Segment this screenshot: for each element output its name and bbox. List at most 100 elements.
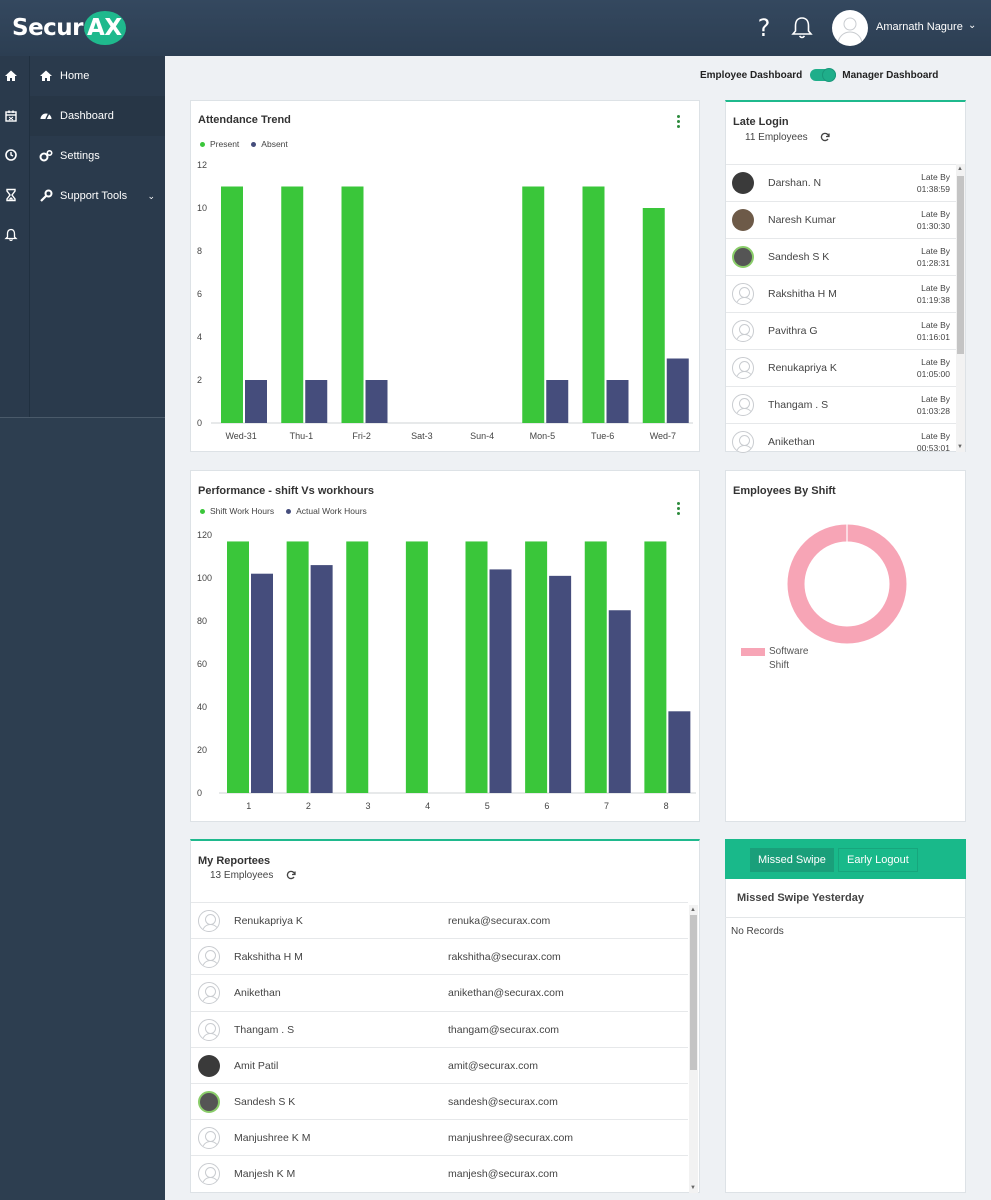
bar-series2[interactable] (310, 565, 333, 793)
table-row[interactable]: Sandesh S K sandesh@securax.com (191, 1083, 688, 1120)
legend-shift-work-hours[interactable]: Shift Work Hours (200, 506, 274, 516)
late-by-label: Late By (921, 394, 950, 404)
dashboard-switch[interactable] (810, 68, 837, 82)
scroll-thumb[interactable] (690, 915, 697, 1070)
late-login-scrollbar[interactable]: ▲ ▼ (956, 164, 965, 452)
bar-series1[interactable] (642, 208, 665, 423)
manager-dashboard-label[interactable]: Manager Dashboard (842, 69, 939, 81)
employee-email[interactable]: anikethan@securax.com (448, 987, 564, 1000)
table-row[interactable]: Manjushree K M manjushree@securax.com (191, 1119, 688, 1156)
list-item[interactable]: Darshan. N Late By 01:38:59 (726, 164, 956, 201)
employee-dashboard-label[interactable]: Employee Dashboard (700, 69, 803, 81)
list-item[interactable]: Rakshitha H M Late By 01:19:38 (726, 275, 956, 312)
bar-series2[interactable] (666, 358, 689, 424)
bar-series1[interactable] (341, 186, 364, 424)
bar-series2[interactable] (606, 380, 629, 423)
bar-series2[interactable] (549, 575, 572, 793)
notification-bell-icon[interactable] (791, 15, 813, 41)
hourglass-icon[interactable] (4, 188, 18, 202)
scroll-thumb[interactable] (957, 176, 964, 354)
bar-series1[interactable] (281, 186, 304, 424)
table-row[interactable]: Anikethan anikethan@securax.com (191, 974, 688, 1011)
bell-icon[interactable] (4, 228, 18, 242)
tab-missed-swipe[interactable]: Missed Swipe (750, 848, 834, 872)
list-item[interactable]: Pavithra G Late By 01:16:01 (726, 312, 956, 349)
list-item[interactable]: Thangam . S Late By 01:03:28 (726, 386, 956, 423)
refresh-icon[interactable] (820, 132, 831, 142)
bar-series1[interactable] (221, 186, 243, 424)
more-options-icon[interactable] (677, 502, 681, 517)
more-options-icon[interactable] (677, 115, 681, 130)
employee-name: Thangam . S (768, 399, 829, 411)
bar-series2[interactable] (245, 380, 267, 423)
list-item[interactable]: Renukapriya K Late By 01:05:00 (726, 349, 956, 386)
user-avatar[interactable] (832, 10, 868, 46)
bar-series2[interactable] (305, 380, 328, 423)
scroll-down-icon[interactable]: ▼ (957, 444, 963, 450)
bar-series2[interactable] (489, 569, 512, 793)
late-by: Late By 01:05:00 (917, 356, 950, 380)
employee-email[interactable]: thangam@securax.com (448, 1023, 560, 1036)
table-row[interactable]: Renukapriya K renuka@securax.com (191, 902, 688, 939)
calendar-icon[interactable] (4, 109, 18, 123)
bar-series1[interactable] (465, 541, 488, 793)
dashboard-toggle[interactable]: Employee Dashboard Manager Dashboard (700, 68, 938, 82)
donut-legend[interactable]: Software Shift (741, 645, 808, 673)
bar-series1[interactable] (522, 186, 545, 424)
reportees-scrollbar[interactable]: ▲ ▼ (689, 905, 698, 1193)
bar-series1[interactable] (644, 541, 667, 793)
donut-slice-software-shift[interactable] (787, 524, 907, 644)
home-icon[interactable] (4, 69, 18, 83)
bar-series1[interactable] (405, 541, 428, 793)
employee-email[interactable]: manjushree@securax.com (448, 1132, 574, 1145)
legend-present[interactable]: Present (200, 139, 239, 149)
late-by-label: Late By (921, 172, 950, 182)
bar-series1[interactable] (582, 186, 605, 424)
bar-series2[interactable] (668, 711, 691, 793)
bar-series1[interactable] (346, 541, 369, 793)
x-tick-label: 1 (246, 801, 251, 811)
bar-series1[interactable] (525, 541, 548, 793)
list-item[interactable]: Sandesh S K Late By 01:28:31 (726, 238, 956, 275)
sidebar-item-dashboard[interactable]: Dashboard (30, 96, 165, 136)
employee-email[interactable]: sandesh@securax.com (448, 1096, 558, 1108)
scroll-up-icon[interactable]: ▲ (690, 907, 696, 913)
list-item[interactable]: Anikethan Late By 00:53:01 (726, 423, 956, 460)
employee-email[interactable]: manjesh@securax.com (448, 1168, 558, 1181)
user-name[interactable]: Amarnath Nagure (876, 21, 963, 33)
table-row[interactable]: Manjesh K M manjesh@securax.com (191, 1155, 688, 1192)
bar-series1[interactable] (227, 541, 249, 793)
employee-email[interactable]: amit@securax.com (448, 1059, 539, 1072)
table-row[interactable]: Thangam . S thangam@securax.com (191, 1010, 688, 1048)
bar-series2[interactable] (251, 573, 273, 793)
attendance-trend-card: Attendance Trend Present Absent 0 2 4 6 8 10 1… (190, 100, 700, 452)
wrench-icon (40, 189, 53, 202)
card-title: My Reportees (198, 855, 271, 867)
legend-absent[interactable]: Absent (251, 139, 288, 149)
sidebar-item-support-tools[interactable]: Support Tools ⌄ (30, 176, 165, 216)
late-by-time: 01:16:01 (916, 332, 950, 342)
legend-actual-work-hours[interactable]: Actual Work Hours (286, 506, 367, 516)
bar-series2[interactable] (608, 610, 631, 793)
sidebar-item-settings[interactable]: Settings (30, 136, 165, 176)
bar-series2[interactable] (365, 380, 388, 423)
user-menu-chevron-icon[interactable]: ⌄ (968, 20, 977, 31)
refresh-icon[interactable] (286, 870, 296, 880)
sidebar-item-home[interactable]: Home (30, 56, 165, 96)
bar-series1[interactable] (286, 541, 309, 793)
employee-email[interactable]: renuka@securax.com (448, 915, 551, 927)
help-icon[interactable]: ? (757, 14, 771, 42)
table-row[interactable]: Amit Patil amit@securax.com (191, 1046, 688, 1084)
late-login-card: Late Login 11 Employees Darshan. N Late B… (725, 100, 966, 453)
bar-series1[interactable] (584, 541, 607, 793)
employee-email[interactable]: rakshitha@securax.com (448, 951, 561, 964)
securax-logo[interactable]: Secur AX (12, 10, 126, 46)
no-records-text: No Records (731, 926, 784, 937)
clock-icon[interactable] (4, 148, 18, 162)
bar-series2[interactable] (546, 380, 569, 423)
table-row[interactable]: Rakshitha H M rakshitha@securax.com (191, 938, 688, 975)
list-item[interactable]: Naresh Kumar Late By 01:30:30 (726, 201, 956, 238)
scroll-up-icon[interactable]: ▲ (957, 166, 963, 172)
scroll-down-icon[interactable]: ▼ (690, 1185, 696, 1191)
tab-early-logout[interactable]: Early Logout (838, 848, 918, 872)
